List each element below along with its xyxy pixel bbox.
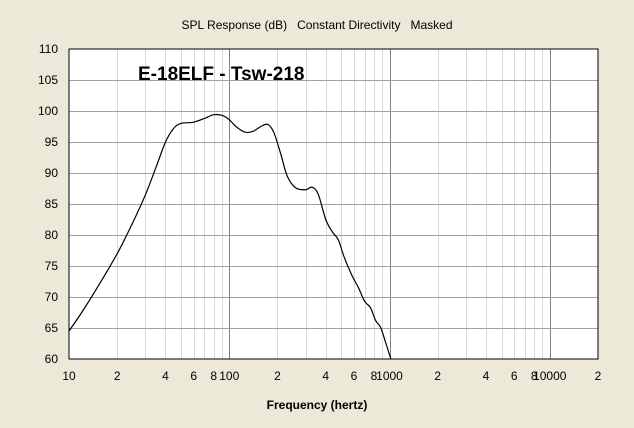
x-tick-label: 100	[219, 369, 239, 383]
plot-frame	[68, 48, 599, 360]
y-tick-label: 95	[45, 135, 59, 149]
y-tick-labels: 60 65 70 75 80 85 90 95 100 105 110	[38, 42, 58, 366]
y-tick-label: 85	[45, 197, 59, 211]
y-tick-label: 70	[45, 290, 59, 304]
x-tick-label: 2	[274, 369, 281, 383]
chart-title: SPL Response (dB) Constant Directivity M…	[182, 18, 453, 32]
y-tick-label: 100	[38, 104, 58, 118]
x-tick-label: 8	[531, 369, 538, 383]
y-tick-label: 60	[45, 352, 59, 366]
x-tick-label: 2	[595, 369, 602, 383]
x-tick-label: 2	[434, 369, 441, 383]
y-tick-label: 90	[45, 166, 59, 180]
x-tick-label: 4	[322, 369, 329, 383]
x-axis-label: Frequency (hertz)	[267, 398, 368, 412]
x-tick-label: 10	[62, 369, 76, 383]
x-tick-label: 8	[371, 369, 378, 383]
spl-curve	[68, 113, 392, 360]
y-tick-label: 80	[45, 228, 59, 242]
x-tick-label: 8	[210, 369, 217, 383]
y-tick-label: 110	[39, 42, 58, 56]
y-tick-label: 65	[45, 321, 59, 335]
model-annotation: E-18ELF - Tsw-218	[138, 64, 304, 85]
x-tick-label: 1000	[376, 369, 403, 383]
x-tick-label: 6	[351, 369, 358, 383]
x-tick-label: 6	[190, 369, 197, 383]
x-tick-label: 4	[162, 369, 169, 383]
y-tick-label: 75	[45, 259, 59, 273]
x-tick-label: 10000	[533, 369, 567, 383]
x-tick-label: 4	[483, 369, 490, 383]
y-tick-label: 105	[38, 73, 58, 87]
major-gridlines	[69, 49, 598, 359]
x-tick-label: 6	[511, 369, 518, 383]
x-tick-label: 2	[114, 369, 121, 383]
